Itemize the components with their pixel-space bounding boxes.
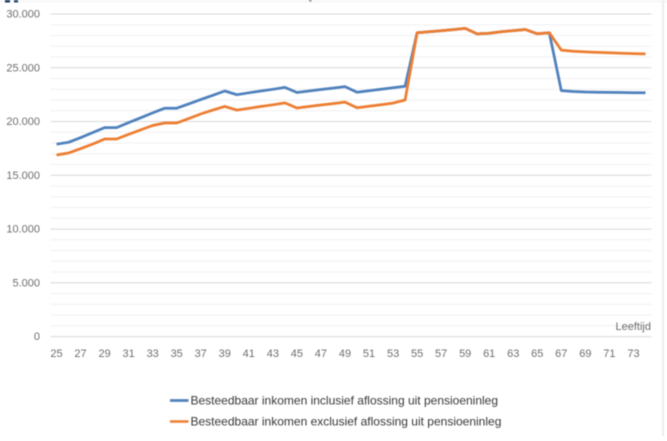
svg-text:0: 0 (34, 331, 40, 343)
svg-text:69: 69 (579, 348, 591, 360)
svg-text:35: 35 (171, 348, 183, 360)
svg-text:53: 53 (387, 348, 399, 360)
svg-text:33: 33 (147, 348, 159, 360)
svg-text:49: 49 (339, 348, 351, 360)
svg-text:5.000: 5.000 (12, 277, 40, 289)
svg-text:25.000: 25.000 (6, 62, 40, 74)
svg-text:15.000: 15.000 (6, 170, 40, 182)
svg-text:Leeftijd: Leeftijd (616, 321, 651, 333)
svg-text:29: 29 (98, 348, 110, 360)
svg-text:55: 55 (411, 348, 423, 360)
svg-text:37: 37 (195, 348, 207, 360)
svg-text:10.000: 10.000 (6, 224, 40, 236)
svg-text:59: 59 (459, 348, 471, 360)
svg-text:71: 71 (603, 348, 615, 360)
svg-text:63: 63 (507, 348, 519, 360)
svg-text:41: 41 (243, 348, 255, 360)
svg-text:73: 73 (627, 348, 639, 360)
svg-text:Besteedbaar inkomen exclusief: Besteedbaar inkomen exclusief aflossing … (191, 415, 502, 429)
svg-text:31: 31 (122, 348, 134, 360)
svg-text:67: 67 (555, 348, 567, 360)
svg-text:20.000: 20.000 (6, 116, 40, 128)
svg-text:45: 45 (291, 348, 303, 360)
svg-text:30.000: 30.000 (6, 9, 40, 21)
svg-text:27: 27 (74, 348, 86, 360)
svg-text:25: 25 (50, 348, 62, 360)
svg-text:51: 51 (363, 348, 375, 360)
svg-text:47: 47 (315, 348, 327, 360)
svg-text:39: 39 (219, 348, 231, 360)
svg-text:43: 43 (267, 348, 279, 360)
svg-text:57: 57 (435, 348, 447, 360)
svg-text:Besteedbaar inkomen inclusief: Besteedbaar inkomen inclusief aflossing … (191, 394, 499, 408)
svg-text:61: 61 (483, 348, 495, 360)
svg-text:65: 65 (531, 348, 543, 360)
